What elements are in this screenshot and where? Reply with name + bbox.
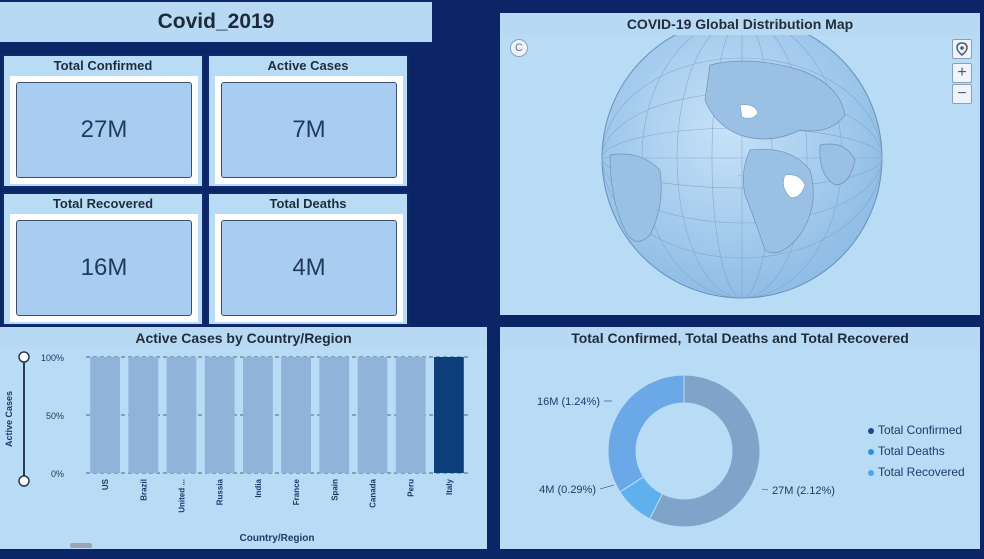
- map-locate-button[interactable]: [952, 39, 972, 59]
- kpi-label: Active Cases: [209, 56, 407, 76]
- bar-chart-panel: Active Cases by Country/Region 0% 50% 100%…: [0, 327, 487, 549]
- map-title: COVID-19 Global Distribution Map: [500, 13, 980, 35]
- donut-data-label: 27M (2.12%): [772, 485, 835, 497]
- legend-dot-icon: [868, 427, 874, 434]
- x-tick-label: Peru: [407, 479, 416, 497]
- map-zoom-in-button[interactable]: +: [952, 63, 972, 83]
- kpi-value: 7M: [221, 82, 397, 178]
- bar: [166, 357, 197, 473]
- bar: [204, 357, 235, 473]
- bar: [90, 357, 120, 473]
- y-axis-label: Active Cases: [4, 391, 14, 447]
- x-tick-label: India: [254, 478, 263, 497]
- dashboard-title: Covid_2019: [157, 10, 275, 33]
- svg-text:··: ··: [738, 173, 742, 179]
- kpi-total-recovered: Total Recovered 16M: [2, 192, 204, 326]
- scrollbar-thumb: [70, 543, 92, 548]
- kpi-value: 27M: [16, 82, 192, 178]
- bar: [243, 357, 273, 473]
- legend-dot-icon: [868, 448, 874, 455]
- map-panel: COVID-19 Global Distribution Map: [500, 13, 980, 315]
- kpi-label: Total Confirmed: [4, 56, 202, 76]
- x-tick-label: United ...: [178, 479, 187, 513]
- y-tick-label: 0%: [51, 469, 64, 479]
- x-tick-label: Canada: [369, 478, 378, 507]
- donut-slice: [607, 374, 685, 493]
- globe-map[interactable]: ··: [500, 35, 980, 315]
- bar: [434, 357, 464, 473]
- y-tick-label: 50%: [46, 411, 64, 421]
- x-tick-label: Russia: [216, 478, 225, 505]
- legend-dot-icon: [868, 469, 874, 476]
- legend-label: Total Confirmed: [878, 423, 963, 437]
- kpi-value: 4M: [221, 220, 397, 316]
- map-reset-button[interactable]: C: [510, 39, 528, 57]
- bar: [395, 357, 426, 473]
- label-leader-line: [599, 484, 615, 490]
- legend-label: Total Recovered: [878, 465, 965, 479]
- x-tick-label: Spain: [330, 479, 339, 501]
- location-pin-icon: [956, 42, 968, 56]
- bar: [319, 357, 350, 473]
- kpi-total-confirmed: Total Confirmed 27M: [2, 54, 204, 188]
- kpi-active-cases: Active Cases 7M: [207, 54, 409, 188]
- donut-chart-title: Total Confirmed, Total Deaths and Total …: [500, 327, 980, 349]
- x-tick-label: France: [292, 478, 301, 505]
- map-zoom-out-button[interactable]: −: [952, 84, 972, 104]
- legend-item-deaths[interactable]: Total Deaths: [868, 444, 945, 458]
- donut-chart: 27M (2.12%) 4M (0.29%) 16M (1.24%): [537, 374, 835, 528]
- x-axis-label: Country/Region: [240, 533, 315, 544]
- bar-chart: 0% 50% 100% Active Cases US Brazil United ... R…: [4, 351, 468, 548]
- donut-data-label: 16M (1.24%): [537, 396, 600, 408]
- bar: [128, 357, 159, 473]
- legend-item-confirmed[interactable]: Total Confirmed: [868, 423, 962, 437]
- kpi-label: Total Recovered: [4, 194, 202, 214]
- bar-chart-title: Active Cases by Country/Region: [0, 327, 487, 349]
- bar: [281, 357, 311, 473]
- donut-data-label: 4M (0.29%): [539, 484, 596, 496]
- donut-chart-panel: Total Confirmed, Total Deaths and Total …: [500, 327, 980, 549]
- x-tick-label: Brazil: [139, 479, 148, 501]
- x-tick-label: US: [101, 478, 110, 490]
- x-tick-label: Italy: [445, 478, 454, 495]
- legend-label: Total Deaths: [878, 444, 945, 458]
- slider-handle-top: [18, 351, 30, 363]
- legend-item-recovered[interactable]: Total Recovered: [868, 465, 965, 479]
- kpi-value: 16M: [16, 220, 192, 316]
- kpi-label: Total Deaths: [209, 194, 407, 214]
- dashboard-title-panel: Covid_2019: [0, 2, 432, 42]
- bar: [357, 357, 388, 473]
- label-leader-line: [761, 488, 769, 491]
- y-tick-label: 100%: [41, 353, 64, 363]
- kpi-total-deaths: Total Deaths 4M: [207, 192, 409, 326]
- slider-handle-bottom: [18, 475, 30, 487]
- donut-slice: [649, 374, 761, 528]
